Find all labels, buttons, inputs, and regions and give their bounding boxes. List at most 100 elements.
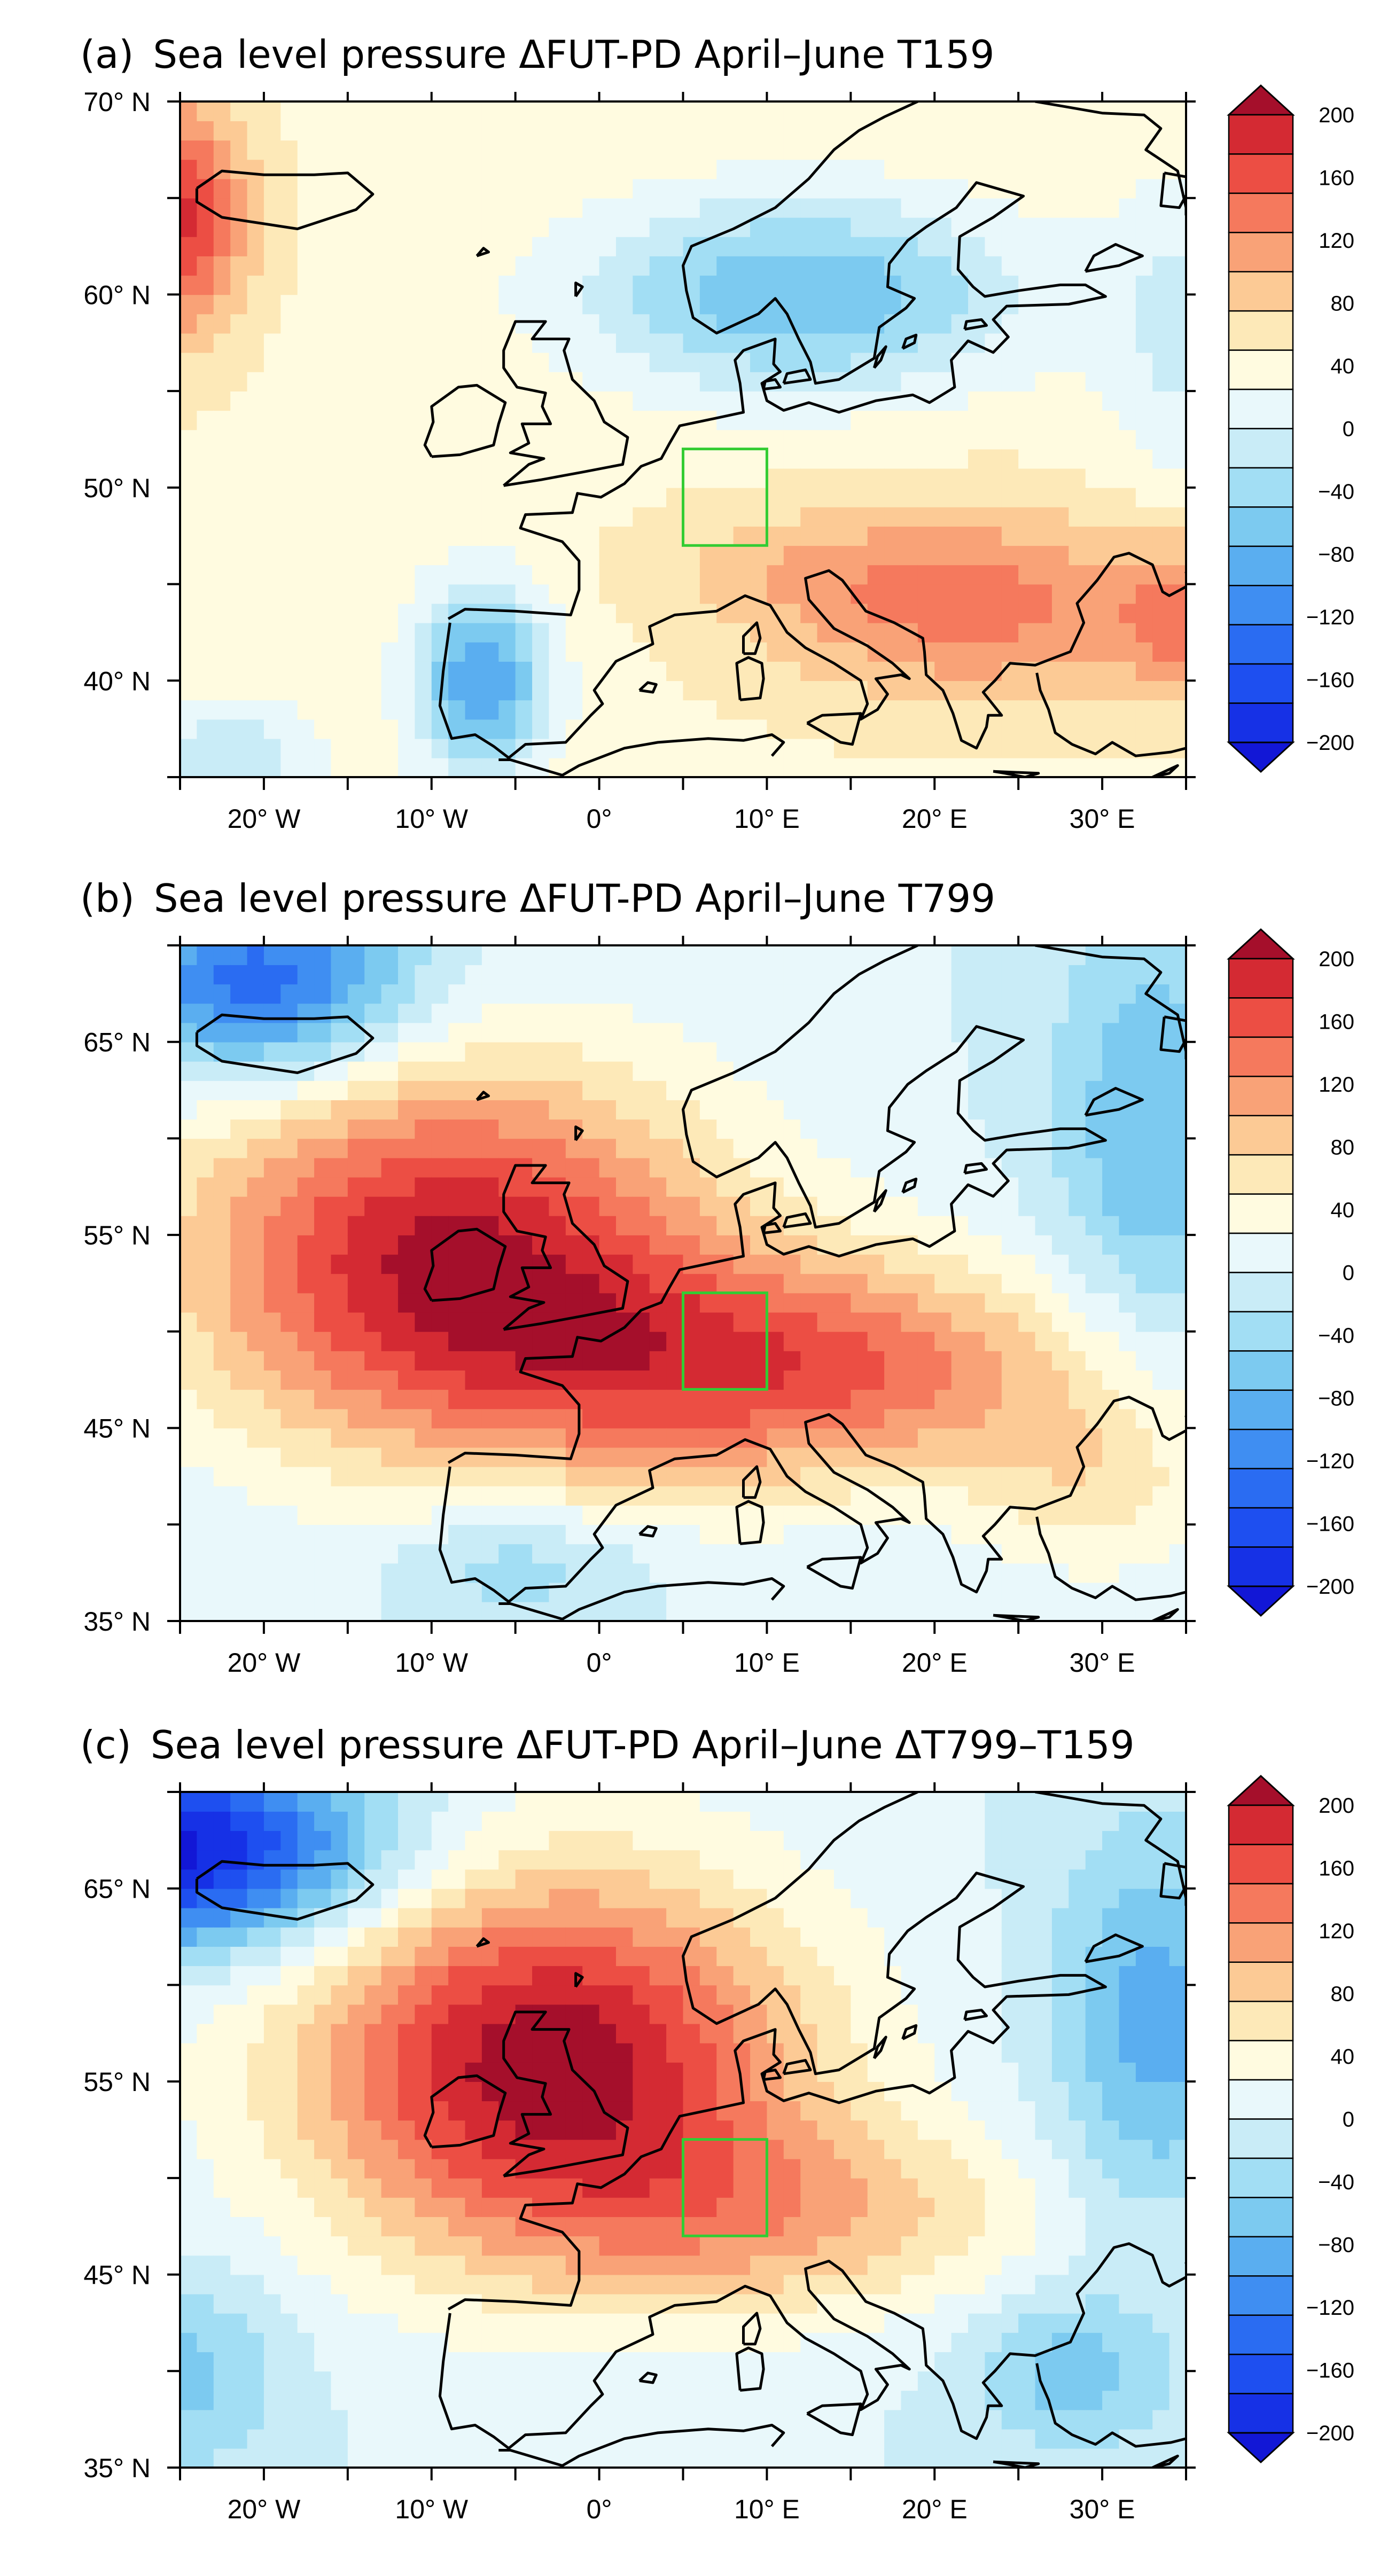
colorbar-bin xyxy=(1228,349,1294,390)
study-region-box xyxy=(682,1291,768,1391)
panel-letter: (b) xyxy=(80,876,135,921)
colorbar-label: −80 xyxy=(1318,543,1354,567)
coastline-funen xyxy=(762,1222,782,1234)
colorbar-label: 160 xyxy=(1319,167,1354,190)
pressure-field xyxy=(180,945,1186,1621)
colorbar-bin xyxy=(1228,1507,1294,1548)
coastline-crete xyxy=(993,770,1040,777)
colorbar-bin xyxy=(1228,2353,1294,2394)
coastline-main xyxy=(447,101,1107,620)
colorbar-bin xyxy=(1228,1154,1294,1195)
colorbar-bin xyxy=(1228,192,1294,233)
coastline-britain xyxy=(502,1164,629,1331)
colorbar-bin xyxy=(1228,428,1294,469)
coastline-corsica xyxy=(742,2312,762,2346)
panel-letter: (c) xyxy=(80,1722,131,1767)
panel-title-text: Sea level pressure ΔFUT-PD April–June ΔT… xyxy=(150,1722,1135,1767)
colorbar-bin xyxy=(1228,2040,1294,2081)
lon-tick-label: 0° xyxy=(587,804,612,834)
coastline-saaremaa xyxy=(963,1162,988,1175)
coastline-turkey xyxy=(1035,1516,1186,1601)
lat-tick-label: 55° N xyxy=(83,1220,151,1250)
coastline-sardinia xyxy=(735,1500,765,1545)
coastline-saaremaa xyxy=(963,2008,988,2021)
colorbar-label: 200 xyxy=(1319,1794,1354,1818)
colorbar-bin xyxy=(1228,545,1294,586)
coastline-crete xyxy=(993,1614,1040,1621)
colorbar-bin xyxy=(1228,2000,1294,2041)
colorbar-label: 120 xyxy=(1319,1073,1354,1097)
lon-tick-label: 0° xyxy=(587,2494,612,2524)
lon-tick-label: 30° E xyxy=(1070,1648,1135,1678)
coastline-gotland xyxy=(901,2024,918,2040)
coastline-africa xyxy=(498,733,785,777)
coastline-funen xyxy=(762,2069,782,2081)
colorbar-bin xyxy=(1228,958,1294,999)
colorbar-bin xyxy=(1228,1883,1294,1924)
colorbar-label: −120 xyxy=(1306,1450,1354,1473)
coastline-sicily xyxy=(806,1556,862,1590)
panel-title-text: Sea level pressure ΔFUT-PD April–June T1… xyxy=(153,32,995,77)
colorbar-top-triangle xyxy=(1227,84,1295,116)
colorbar-label: −160 xyxy=(1306,2359,1354,2383)
coastline-main xyxy=(447,1792,1107,2311)
colorbar-label: −40 xyxy=(1318,1324,1354,1348)
coastline-med_north xyxy=(438,542,1186,760)
lat-tick-label: 70° N xyxy=(83,87,151,117)
colorbar-label: −120 xyxy=(1306,606,1354,629)
colorbar-bin xyxy=(1228,271,1294,312)
coastline-iceland xyxy=(195,1860,375,1921)
colorbar-bin xyxy=(1228,388,1294,429)
coastline-ireland xyxy=(423,383,507,458)
coastline-kola xyxy=(1159,1862,1186,1900)
coastlines xyxy=(195,101,1186,777)
colorbar-top-triangle xyxy=(1227,928,1295,960)
colorbar-bin xyxy=(1228,1036,1294,1077)
colorbar-label: −40 xyxy=(1318,2171,1354,2194)
panel-letter: (a) xyxy=(80,32,134,77)
colorbar-label: 120 xyxy=(1319,1920,1354,1943)
lon-tick-label: 30° E xyxy=(1070,2494,1135,2524)
colorbar-bin xyxy=(1228,1468,1294,1509)
colorbar-bin xyxy=(1228,1546,1294,1587)
panel-title: (c) Sea level pressure ΔFUT-PD April–June… xyxy=(80,1722,1135,1767)
coastline-east_lake xyxy=(1084,243,1144,273)
lon-tick-label: 0° xyxy=(587,1648,612,1678)
colorbar-bottom-triangle xyxy=(1227,2432,1295,2464)
colorbar-bin xyxy=(1228,310,1294,351)
colorbar-bin xyxy=(1228,1193,1294,1234)
coastline-crete xyxy=(993,2460,1040,2468)
lat-tick-label: 45° N xyxy=(83,2260,151,2290)
lat-tick-label: 50° N xyxy=(83,473,151,503)
coastline-east_lake xyxy=(1084,1933,1144,1963)
colorbar-label: 0 xyxy=(1343,1262,1354,1285)
colorbar-bin xyxy=(1228,2079,1294,2120)
colorbar-label: −200 xyxy=(1306,2422,1354,2445)
lon-tick-label: 10° E xyxy=(734,1648,800,1678)
lat-tick-label: 60° N xyxy=(83,280,151,310)
colorbar-bin xyxy=(1228,1429,1294,1469)
coastline-iceland xyxy=(195,169,375,230)
colorbar: 200 160 120 80 40 0 −40 −80 −120 −160 −200 xyxy=(1227,84,1354,773)
coastline-britain xyxy=(502,320,629,487)
coastline-east_coast xyxy=(1035,101,1186,216)
coastline-iceland xyxy=(195,1013,375,1074)
colorbar-label: −160 xyxy=(1306,669,1354,692)
coastline-zealand xyxy=(782,1212,812,1229)
colorbar-bin xyxy=(1228,1076,1294,1116)
colorbar-label: −200 xyxy=(1306,731,1354,755)
colorbar-bin xyxy=(1228,997,1294,1038)
coastlines xyxy=(195,945,1186,1621)
colorbar-label: 80 xyxy=(1331,1983,1355,2006)
coastline-corsica xyxy=(742,621,762,655)
pressure-field xyxy=(180,1792,1186,2468)
coastline-shetland xyxy=(574,1125,584,1141)
colorbar-bin xyxy=(1228,2118,1294,2159)
coastline-funen xyxy=(762,378,782,390)
coastline-shetland xyxy=(574,281,584,297)
colorbar-bin xyxy=(1228,232,1294,272)
panel-c: (c) Sea level pressure ΔFUT-PD April–June… xyxy=(0,1722,1388,2524)
colorbar-bin xyxy=(1228,1350,1294,1391)
coastline-faroe xyxy=(475,1091,490,1101)
lon-tick-label: 20° W xyxy=(228,804,301,834)
